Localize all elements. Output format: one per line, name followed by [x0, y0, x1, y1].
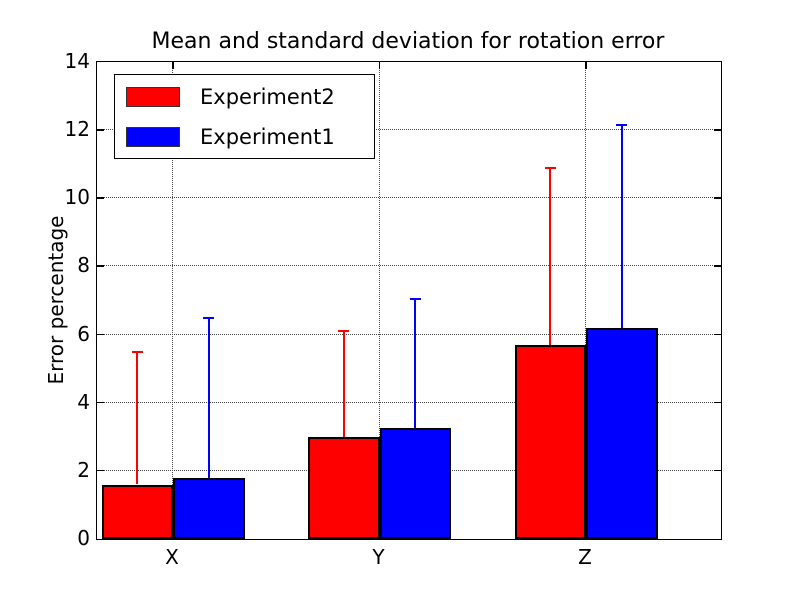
bar-experiment2-x	[101, 484, 173, 539]
bar-experiment2-z	[514, 344, 586, 539]
x-gridline-Y	[378, 62, 380, 539]
y-tick-right-8	[714, 265, 721, 267]
y-tick-right-10	[714, 197, 721, 199]
errorbar-experiment2-x	[136, 351, 139, 485]
errorcap-experiment1-x	[203, 316, 215, 319]
y-tick-label-4: 4	[77, 389, 90, 414]
legend: Experiment2 Experiment1	[114, 74, 375, 159]
y-tick-label-10: 10	[64, 185, 90, 210]
x-tick-label-Y: Y	[372, 545, 385, 569]
errorbar-experiment2-y	[342, 331, 345, 437]
x-tick-top-Z	[585, 62, 587, 69]
errorcap-experiment2-z	[544, 166, 556, 169]
legend-item-experiment1: Experiment1	[126, 117, 374, 157]
errorbar-experiment1-y	[414, 298, 417, 429]
y-gridline-8	[97, 265, 721, 267]
legend-swatch-experiment1	[126, 127, 180, 147]
y-tick-label-12: 12	[64, 117, 90, 142]
x-gridline-X	[172, 62, 173, 539]
y-tick-label-0: 0	[77, 526, 90, 550]
y-tick-right-6	[714, 333, 721, 336]
x-tick-top-Y	[378, 62, 380, 69]
y-tick-left-12	[97, 129, 104, 131]
y-tick-left-6	[97, 333, 104, 336]
x-gridline-Z	[585, 62, 586, 539]
y-tick-left-2	[97, 469, 104, 472]
y-gridline-6	[97, 333, 721, 335]
y-tick-right-12	[714, 129, 721, 131]
errorcap-experiment2-y	[338, 330, 350, 333]
y-tick-left-4	[97, 401, 104, 404]
errorcap-experiment2-x	[131, 350, 143, 353]
x-tick-top-X	[172, 62, 174, 69]
chart-title: Mean and standard deviation for rotation…	[151, 29, 665, 54]
y-tick-right-4	[714, 401, 721, 404]
errorbar-experiment1-x	[207, 317, 210, 478]
y-gridline-4	[97, 401, 721, 403]
y-tick-label-8: 8	[77, 253, 90, 278]
bar-experiment2-y	[308, 436, 380, 539]
y-tick-label-2: 2	[77, 457, 90, 482]
errorcap-experiment1-z	[616, 124, 628, 127]
y-tick-left-8	[97, 265, 104, 267]
plot-area: Experiment2 Experiment1	[96, 61, 722, 540]
errorbar-experiment2-z	[549, 167, 552, 345]
legend-label-experiment2: Experiment2	[200, 85, 335, 109]
y-gridline-10	[97, 197, 721, 199]
y-tick-left-10	[97, 197, 104, 199]
y-gridline-12	[97, 129, 721, 131]
legend-swatch-experiment2	[126, 87, 180, 107]
bar-experiment1-y	[379, 428, 451, 539]
y-axis-label: Error percentage	[44, 215, 68, 385]
legend-item-experiment2: Experiment2	[126, 77, 374, 117]
y-tick-right-2	[714, 469, 721, 472]
y-tick-label-14: 14	[64, 49, 90, 73]
x-tick-label-Z: Z	[578, 545, 592, 569]
bar-experiment1-z	[586, 327, 658, 539]
errorcap-experiment1-y	[409, 297, 421, 300]
bar-experiment1-x	[173, 477, 245, 539]
x-tick-label-X: X	[165, 545, 179, 569]
y-tick-label-6: 6	[77, 321, 90, 346]
errorbar-experiment1-z	[620, 125, 623, 328]
legend-label-experiment1: Experiment1	[200, 125, 335, 149]
